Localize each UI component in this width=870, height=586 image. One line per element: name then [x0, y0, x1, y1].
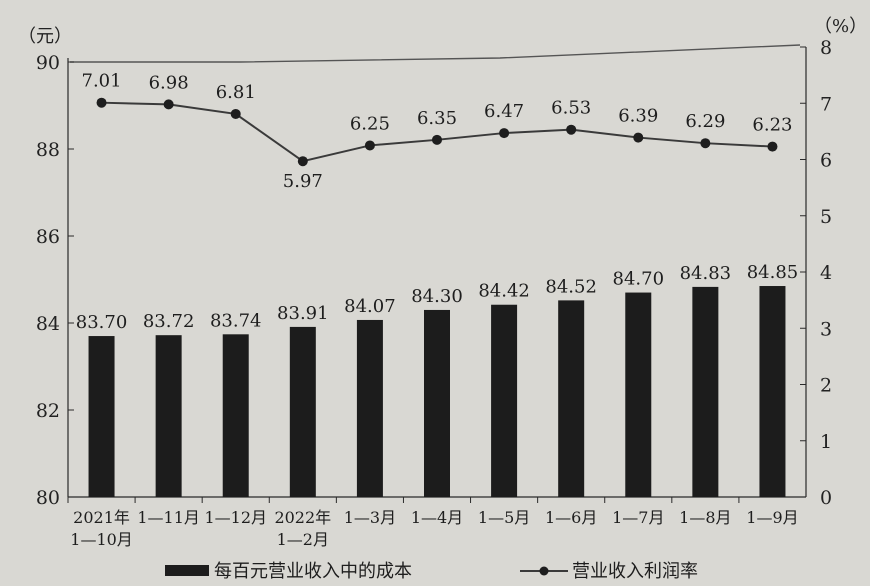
left-axis-ticks: 80 82 84 86 88 90: [36, 52, 74, 509]
legend-bar-label: 每百元营业收入中的成本: [214, 561, 412, 582]
bar: [222, 334, 249, 497]
line-value-label: 6.98: [149, 72, 189, 93]
right-tick-label: 5: [820, 206, 832, 228]
category-label: 1—8月: [679, 508, 731, 527]
line-point: [633, 132, 644, 143]
bar: [155, 335, 182, 497]
line-point: [96, 97, 107, 108]
bar-value-label: 84.85: [747, 262, 799, 283]
category-label: 1—7月: [612, 508, 664, 527]
bar: [424, 309, 450, 497]
right-tick-label: 7: [820, 93, 832, 115]
bar: [289, 326, 316, 497]
right-tick-label: 0: [820, 487, 832, 509]
bar-value-label: 83.72: [143, 311, 195, 332]
bar-value-label: 84.07: [344, 296, 396, 317]
line-value-label: 6.39: [618, 106, 658, 127]
line-value-label: 6.23: [752, 115, 792, 136]
line-point: [499, 128, 510, 139]
bar-value-label: 84.83: [680, 263, 732, 284]
right-tick-label: 6: [820, 150, 832, 172]
bar-value-label: 83.91: [277, 303, 329, 324]
category-label: 1—3月: [344, 508, 396, 527]
right-tick-label: 3: [820, 318, 832, 340]
line-point: [767, 141, 778, 152]
bar-value-label: 84.42: [478, 281, 530, 302]
line-point: [297, 156, 308, 167]
bar-value-label: 83.70: [76, 312, 128, 333]
line-point: [432, 134, 442, 145]
bar: [356, 319, 383, 497]
left-axis-unit: （元）: [18, 26, 72, 47]
line-point: [230, 108, 241, 119]
category-label: 1—4月: [411, 508, 463, 527]
line-point: [163, 99, 174, 110]
category-label: 1—9月: [746, 508, 798, 527]
category-label: 2021年: [73, 508, 130, 527]
category-label: 1—6月: [545, 508, 597, 527]
category-label: 1—2月: [277, 530, 329, 549]
bar: [692, 286, 719, 497]
bar-value-label: 84.70: [613, 269, 665, 290]
right-tick-label: 8: [820, 37, 832, 59]
left-tick-label: 80: [36, 487, 60, 509]
line-value-label: 6.25: [350, 113, 390, 134]
decorative-top-line: [70, 44, 801, 63]
line-value-label: 6.29: [685, 111, 725, 132]
left-tick-label: 84: [36, 313, 60, 335]
line-point: [566, 124, 577, 135]
line-value-label: 5.97: [283, 171, 323, 192]
bar-value-label: 84.30: [411, 286, 463, 307]
left-tick-label: 88: [36, 139, 60, 161]
right-tick-label: 4: [820, 262, 832, 284]
bar: [759, 286, 786, 497]
legend-line-label: 营业收入利润率: [572, 561, 698, 582]
line-point: [700, 138, 711, 149]
legend-line-marker: [539, 566, 549, 576]
bar: [558, 300, 585, 497]
right-axis-ticks: 0 1 2 3 4 5 6 7 8: [800, 37, 832, 509]
legend: 每百元营业收入中的成本 营业收入利润率: [165, 561, 698, 582]
bar-value-label: 84.52: [545, 276, 597, 297]
line-point: [364, 140, 375, 151]
left-tick-label: 86: [36, 226, 60, 248]
category-label: 1—12月: [204, 508, 267, 527]
line-value-label: 6.81: [216, 82, 256, 103]
line-series: 7.01 6.98 6.81 5.97 6.25 6.35 6.47 6.53 6.39 6.29…: [82, 71, 793, 193]
legend-bar-swatch: [165, 565, 209, 576]
bar-series: 83.70 83.72 83.74 83.91 84.07 84.30 84.42 84.52…: [76, 262, 798, 497]
bar: [88, 336, 115, 497]
line-value-label: 6.47: [484, 101, 524, 122]
bar: [491, 304, 518, 497]
right-tick-label: 1: [820, 431, 832, 453]
category-label: 2022年: [274, 508, 331, 527]
left-tick-label: 90: [36, 52, 60, 74]
bar: [625, 292, 652, 497]
right-tick-label: 2: [820, 375, 832, 397]
line-value-label: 7.01: [82, 71, 122, 92]
right-axis-unit: （%）: [814, 16, 867, 37]
line-value-label: 6.35: [417, 108, 457, 129]
category-label: 1—11月: [137, 508, 200, 527]
bar-value-label: 83.74: [210, 310, 262, 331]
line-value-label: 6.53: [551, 98, 591, 119]
category-label: 1—10月: [70, 530, 133, 549]
left-tick-label: 82: [36, 400, 60, 422]
category-label: 1—5月: [478, 508, 530, 527]
